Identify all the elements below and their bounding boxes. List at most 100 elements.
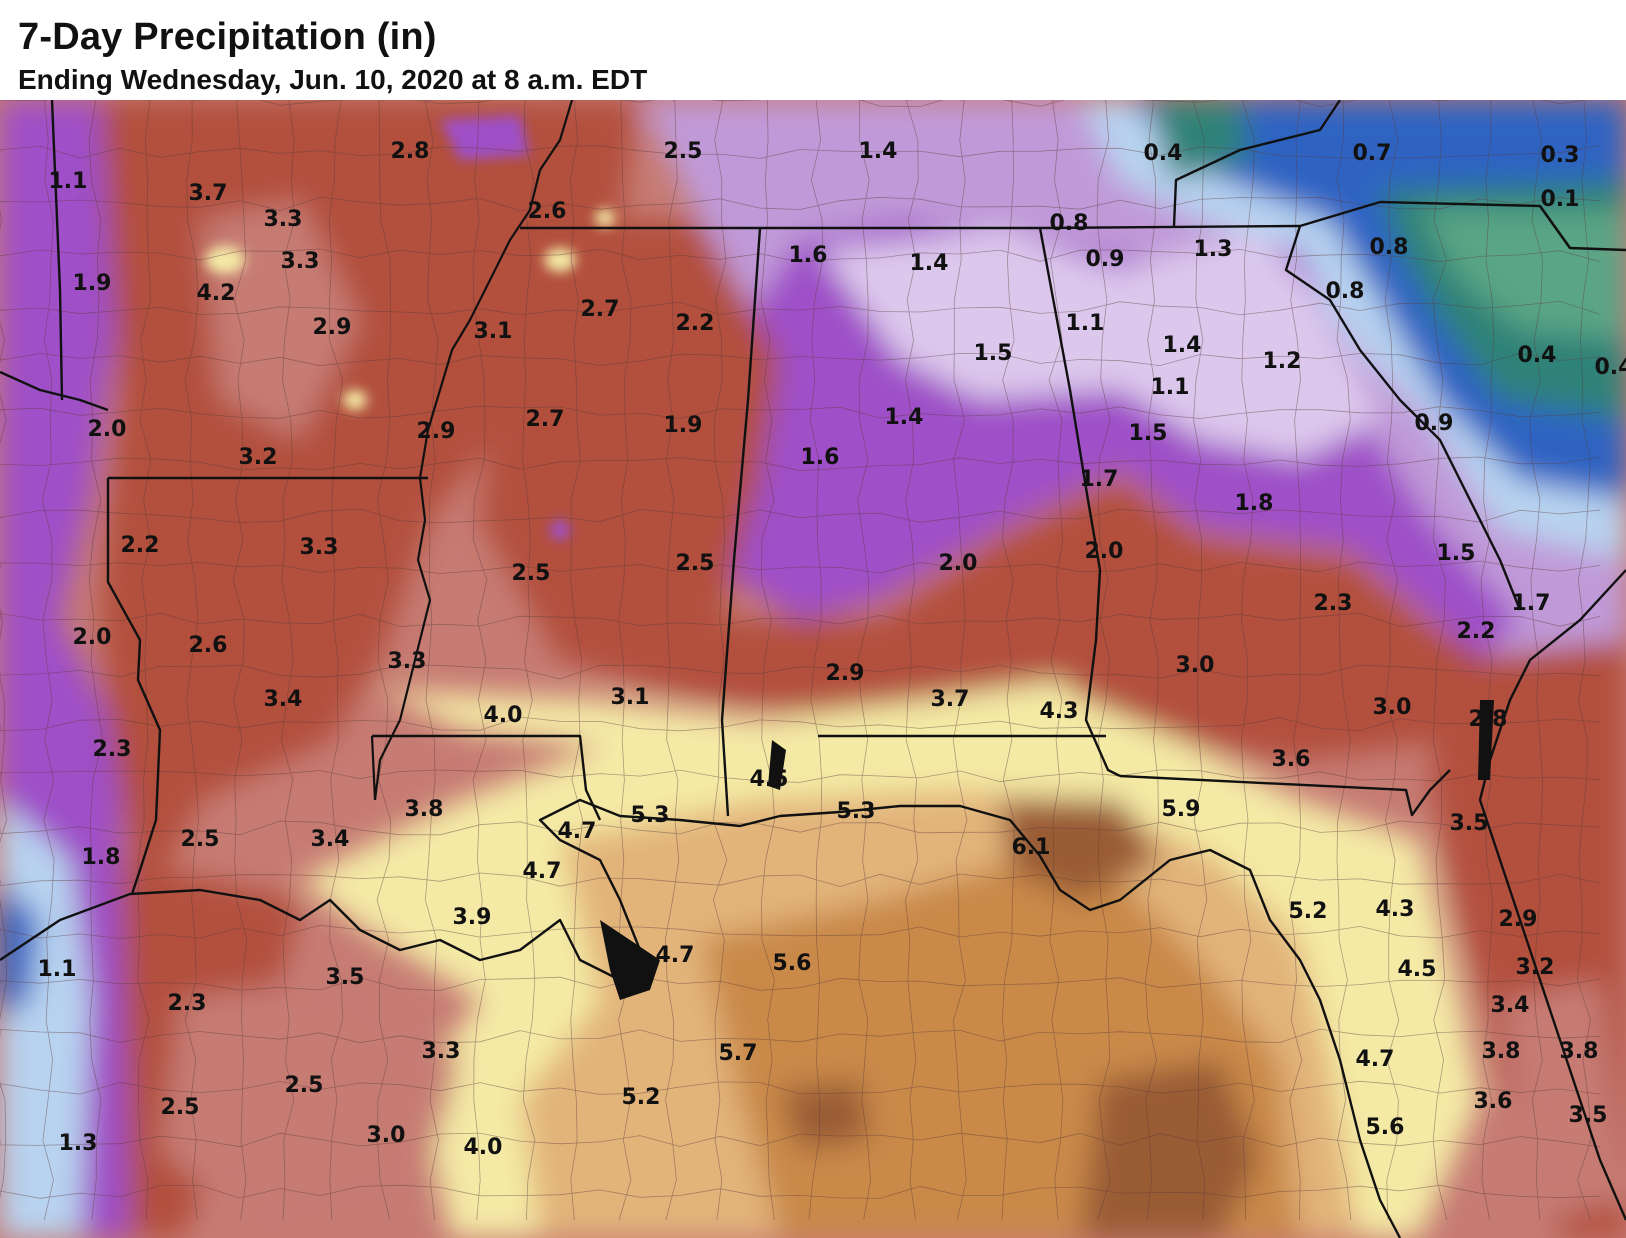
precip-value-label: 1.4 <box>885 405 924 430</box>
county-line <box>1529 100 1544 1221</box>
precip-value-label: 5.2 <box>1289 899 1328 924</box>
boundary-alabama-georgia <box>1038 227 1121 778</box>
county-line <box>618 100 632 1221</box>
precip-value-label: 0.8 <box>1326 279 1365 304</box>
precip-value-label: 1.8 <box>1235 491 1274 516</box>
precip-value-label: 5.7 <box>719 1041 758 1066</box>
county-line <box>0 976 1601 992</box>
field-pale-lavender <box>820 230 1380 460</box>
precip-value-label: 4.0 <box>484 703 523 728</box>
field-yellow-spot-3 <box>544 248 576 272</box>
county-line <box>0 924 1601 939</box>
field-blue-west <box>0 880 40 1020</box>
field-dark-brown-gulf <box>780 800 1260 1238</box>
county-line <box>952 100 968 1221</box>
field-rose-pocket-3 <box>1500 980 1626 1220</box>
field-yellow-band <box>380 680 1120 760</box>
precip-value-label: 3.4 <box>1491 993 1530 1018</box>
precip-value-label: 3.3 <box>300 535 339 560</box>
county-line <box>1001 100 1015 1221</box>
precip-value-label: 2.5 <box>285 1073 324 1098</box>
precip-value-label: 1.9 <box>73 271 112 296</box>
map-header: 7-Day Precipitation (in) Ending Wednesda… <box>0 0 1626 100</box>
field-yellow-spot-1 <box>205 246 245 274</box>
precip-value-label: 0.1 <box>1541 187 1580 212</box>
precip-value-label: 4.7 <box>558 819 597 844</box>
mobile-bay <box>768 740 786 790</box>
precip-value-label: 2.7 <box>526 407 565 432</box>
map-title: 7-Day Precipitation (in) <box>18 16 437 58</box>
precip-value-label: 4.7 <box>1356 1047 1395 1072</box>
precip-value-label: 3.4 <box>264 687 303 712</box>
precip-value-label: 1.1 <box>1151 375 1190 400</box>
county-line <box>1384 100 1400 1221</box>
precip-value-label: 5.2 <box>622 1085 661 1110</box>
county-line <box>760 100 776 1221</box>
county-line <box>0 248 1601 263</box>
precip-value-label: 2.2 <box>1457 619 1496 644</box>
precip-value-label: 2.0 <box>73 625 112 650</box>
county-line <box>1192 100 1208 1221</box>
county-line <box>0 820 1601 836</box>
precip-value-label: 4.5 <box>1398 957 1437 982</box>
precip-value-label: 2.9 <box>826 661 865 686</box>
precip-value-label: 1.3 <box>59 1131 98 1156</box>
county-line <box>232 100 248 1221</box>
county-line <box>1145 100 1159 1221</box>
county-line <box>0 612 1601 628</box>
precip-value-label: 4.2 <box>197 281 236 306</box>
county-line <box>0 664 1601 680</box>
boundary-nc-va <box>1172 100 1341 227</box>
boundary-texas-arkansas <box>106 478 162 895</box>
boundary-florida-georgia <box>1119 769 1451 817</box>
precip-value-label: 3.3 <box>422 1039 461 1064</box>
county-line <box>42 100 55 1221</box>
field-yellow-spot-2 <box>343 390 367 410</box>
county-line <box>904 100 919 1221</box>
field-rust-central <box>480 220 1500 760</box>
precip-value-label: 2.2 <box>121 533 160 558</box>
precip-value-label: 3.1 <box>611 685 650 710</box>
county-line <box>0 1184 1601 1199</box>
field-teal-ne <box>1150 100 1626 420</box>
precipitation-map[interactable]: 2.8 2.5 1.4 0.4 0.7 0.3 1.1 3.7 2.6 0.1 3.3 0.8 1.6 1… <box>0 100 1626 1238</box>
precip-value-label: 3.6 <box>1474 1089 1513 1114</box>
precip-value-label: 3.3 <box>388 649 427 674</box>
county-line <box>0 872 1601 888</box>
precip-value-label: 4.5 <box>750 767 789 792</box>
county-line <box>424 100 439 1221</box>
county-line <box>0 1132 1601 1148</box>
precip-value-label: 1.2 <box>1263 349 1302 374</box>
county-line <box>569 100 584 1221</box>
precip-value-label: 2.8 <box>1469 707 1508 732</box>
precip-value-label: 3.0 <box>1373 695 1412 720</box>
precip-value-label: 3.7 <box>931 687 970 712</box>
precip-value-label: 3.4 <box>311 827 350 852</box>
atlantic-coastline <box>1478 569 1626 1221</box>
precip-value-label: 3.5 <box>1450 811 1489 836</box>
precip-value-label: 5.3 <box>837 799 876 824</box>
precip-value-label: 2.0 <box>88 417 127 442</box>
precip-value-label: 5.3 <box>631 803 670 828</box>
precip-value-label: 2.9 <box>1499 907 1538 932</box>
county-line <box>0 144 1601 160</box>
precip-value-label: 2.7 <box>581 297 620 322</box>
precip-value-label: 2.9 <box>417 419 456 444</box>
precip-value-label: 0.4 <box>1144 141 1183 166</box>
precip-value-label: 2.0 <box>939 551 978 576</box>
boundary-texas-nm <box>50 100 64 401</box>
boundary-oklahoma-texas <box>0 370 109 412</box>
precip-value-label: 3.2 <box>239 445 278 470</box>
precip-value-label: 0.8 <box>1050 211 1089 236</box>
county-line <box>1288 100 1303 1221</box>
precip-value-label: 5.6 <box>1366 1115 1405 1140</box>
mississippi-river <box>370 100 574 801</box>
precip-value-label: 3.3 <box>281 249 320 274</box>
precip-value-label: 1.1 <box>38 957 77 982</box>
precip-value-label: 1.7 <box>1512 591 1551 616</box>
county-line <box>472 100 488 1221</box>
county-line <box>1240 100 1255 1221</box>
precip-value-label: 2.8 <box>391 139 430 164</box>
county-line <box>522 100 536 1221</box>
county-line <box>1480 100 1495 1221</box>
